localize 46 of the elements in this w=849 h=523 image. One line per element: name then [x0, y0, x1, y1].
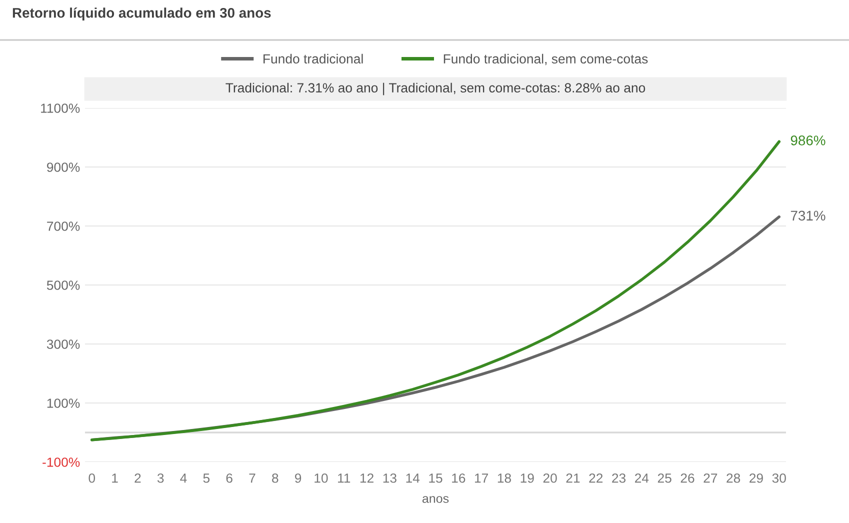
x-tick-label: 2	[134, 473, 141, 483]
x-tick-label: 30	[772, 473, 786, 483]
data-label: 986%	[790, 136, 826, 146]
x-tick-label: 20	[543, 473, 557, 483]
x-tick-label: 9	[295, 473, 302, 483]
x-tick-label: 1	[112, 474, 118, 483]
legend-label: Fundo tradicional, sem come-cotas	[444, 54, 648, 66]
chart-subtitle: Tradicional: 7.31% ao ano | Tradicional, sem come-cotas: 8.28% ao ano	[226, 82, 646, 96]
x-tick-label: 5	[203, 474, 210, 483]
x-axis-title: anos	[422, 496, 449, 503]
x-tick-label: 24	[635, 473, 649, 483]
chart-title: Retorno líquido acumulado em 30 anos	[12, 7, 271, 21]
x-tick-label: 21	[566, 473, 580, 483]
x-tick-label: 16	[452, 473, 466, 483]
x-tick-label: 18	[498, 473, 511, 483]
x-tick-label: 0	[88, 473, 96, 483]
y-tick-label: 300%	[46, 340, 80, 349]
x-tick-label: 7	[249, 474, 256, 483]
y-tick-label: 700%	[47, 222, 80, 231]
x-tick-label: 19	[520, 473, 534, 483]
line-series	[90, 140, 781, 442]
x-tick-label: 28	[726, 473, 740, 483]
x-tick-label: 6	[226, 473, 232, 483]
y-tick-label: 900%	[47, 162, 80, 172]
y-tick-label: 1100%	[41, 104, 80, 113]
x-tick-label: 8	[272, 473, 278, 483]
x-tick-label: 11	[338, 474, 350, 483]
x-tick-label: 26	[680, 473, 694, 483]
x-tick-label: 15	[429, 474, 442, 483]
x-tick-label: 4	[180, 474, 187, 483]
data-label: 731%	[790, 210, 826, 221]
x-tick-label: 14	[406, 474, 420, 483]
legend-label: Fundo tradicional	[264, 54, 363, 64]
x-tick-label: 23	[612, 473, 626, 483]
x-tick-label: 10	[314, 473, 328, 483]
x-tick-label: 17	[474, 474, 488, 483]
x-tick-label: 27	[704, 473, 718, 483]
y-tick-label: -100%	[42, 458, 80, 467]
y-tick-label: 500%	[46, 280, 80, 290]
x-tick-label: 3	[157, 473, 164, 483]
x-tick-label: 13	[383, 473, 396, 483]
x-tick-label: 29	[750, 473, 763, 483]
x-tick-label: 25	[658, 473, 672, 483]
x-tick-label: 12	[360, 473, 374, 483]
x-tick-label: 22	[589, 473, 603, 483]
y-tick-label: 100%	[47, 398, 80, 408]
